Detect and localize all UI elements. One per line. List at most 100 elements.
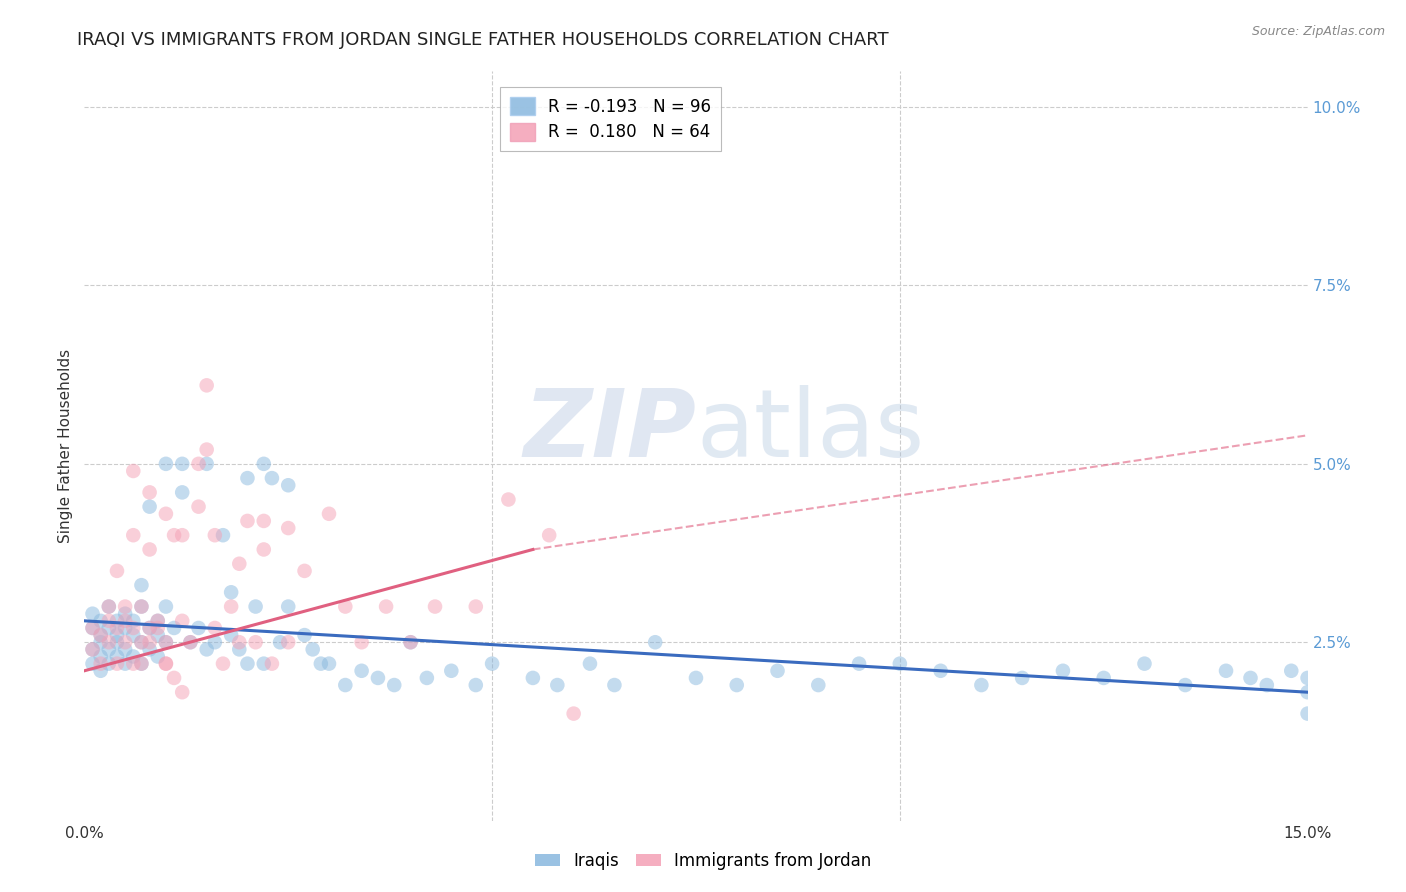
Point — [138, 542, 160, 557]
Point — [204, 621, 226, 635]
Point — [131, 635, 153, 649]
Point — [253, 657, 276, 671]
Point — [138, 485, 160, 500]
Point — [498, 492, 520, 507]
Point — [114, 642, 136, 657]
Point — [138, 621, 160, 635]
Point — [82, 607, 104, 621]
Point — [929, 664, 952, 678]
Point — [122, 614, 145, 628]
Point — [146, 621, 169, 635]
Point — [155, 599, 177, 614]
Point — [277, 478, 299, 492]
Point — [97, 614, 120, 628]
Point — [172, 614, 194, 628]
Point — [848, 657, 870, 671]
Point — [90, 657, 112, 671]
Point — [212, 657, 235, 671]
Point — [97, 657, 120, 671]
Point — [725, 678, 748, 692]
Point — [138, 642, 160, 657]
Point — [90, 628, 112, 642]
Text: ZIP: ZIP — [523, 385, 696, 477]
Point — [204, 635, 226, 649]
Point — [155, 635, 177, 649]
Point — [163, 671, 186, 685]
Point — [105, 628, 128, 642]
Point — [1133, 657, 1156, 671]
Point — [172, 485, 194, 500]
Point — [195, 378, 218, 392]
Point — [399, 635, 422, 649]
Point — [155, 457, 177, 471]
Point — [114, 657, 136, 671]
Point — [219, 599, 242, 614]
Point — [179, 635, 201, 649]
Point — [1215, 664, 1237, 678]
Point — [228, 635, 250, 649]
Point — [766, 664, 789, 678]
Point — [187, 621, 209, 635]
Point — [195, 442, 218, 457]
Point — [114, 599, 136, 614]
Text: IRAQI VS IMMIGRANTS FROM JORDAN SINGLE FATHER HOUSEHOLDS CORRELATION CHART: IRAQI VS IMMIGRANTS FROM JORDAN SINGLE F… — [77, 31, 889, 49]
Point — [236, 471, 259, 485]
Point — [440, 664, 463, 678]
Point — [367, 671, 389, 685]
Point — [1296, 706, 1319, 721]
Point — [105, 635, 128, 649]
Point — [1296, 671, 1319, 685]
Point — [82, 621, 104, 635]
Point — [579, 657, 602, 671]
Point — [1174, 678, 1197, 692]
Point — [90, 649, 112, 664]
Point — [685, 671, 707, 685]
Point — [219, 628, 242, 642]
Point — [155, 657, 177, 671]
Point — [318, 507, 340, 521]
Point — [97, 635, 120, 649]
Point — [155, 657, 177, 671]
Point — [82, 642, 104, 657]
Point — [105, 621, 128, 635]
Point — [122, 649, 145, 664]
Point — [260, 471, 283, 485]
Point — [114, 621, 136, 635]
Point — [187, 457, 209, 471]
Point — [481, 657, 503, 671]
Point — [1279, 664, 1302, 678]
Point — [807, 678, 830, 692]
Point — [131, 635, 153, 649]
Text: Source: ZipAtlas.com: Source: ZipAtlas.com — [1251, 25, 1385, 38]
Point — [155, 507, 177, 521]
Point — [172, 528, 194, 542]
Point — [335, 678, 357, 692]
Point — [970, 678, 993, 692]
Point — [146, 614, 169, 628]
Point — [416, 671, 439, 685]
Point — [228, 642, 250, 657]
Point — [105, 657, 128, 671]
Point — [138, 621, 160, 635]
Point — [644, 635, 666, 649]
Point — [260, 657, 283, 671]
Point — [350, 664, 373, 678]
Point — [1256, 678, 1278, 692]
Point — [423, 599, 446, 614]
Point — [562, 706, 585, 721]
Point — [105, 564, 128, 578]
Point — [889, 657, 911, 671]
Legend: Iraqis, Immigrants from Jordan: Iraqis, Immigrants from Jordan — [529, 846, 877, 877]
Point — [179, 635, 201, 649]
Point — [228, 557, 250, 571]
Point — [603, 678, 626, 692]
Point — [97, 599, 120, 614]
Point — [335, 599, 357, 614]
Point — [522, 671, 544, 685]
Point — [253, 514, 276, 528]
Point — [82, 657, 104, 671]
Point — [172, 457, 194, 471]
Point — [538, 528, 561, 542]
Point — [1092, 671, 1115, 685]
Point — [155, 635, 177, 649]
